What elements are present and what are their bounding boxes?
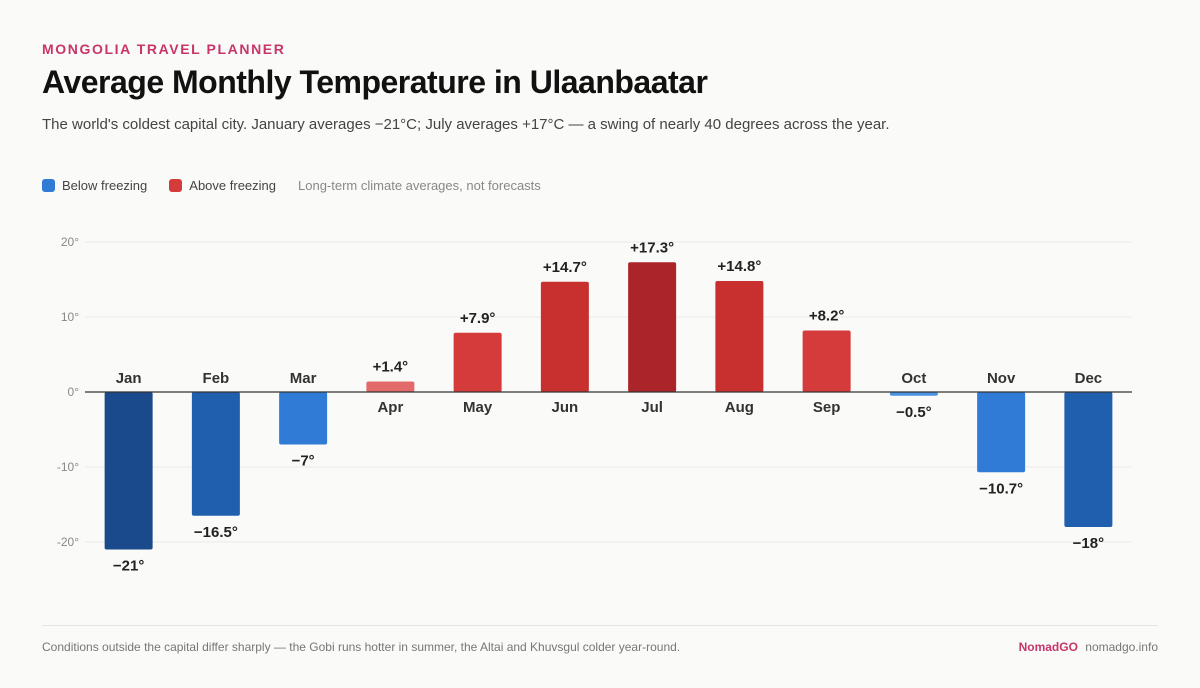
bar-aug — [715, 281, 764, 392]
data-label: −10.7° — [979, 480, 1023, 497]
category-label: Nov — [987, 370, 1016, 387]
data-label: +7.9° — [460, 310, 496, 327]
legend-swatch-above — [169, 179, 183, 192]
category-label: May — [463, 399, 493, 416]
data-label: −18° — [1073, 535, 1104, 552]
data-label: +14.7° — [543, 259, 587, 276]
chart-title: Average Monthly Temperature in Ulaanbaat… — [42, 64, 708, 100]
category-label: Oct — [901, 370, 926, 387]
data-label: +17.3° — [630, 239, 674, 256]
y-tick-label: 20° — [61, 235, 79, 249]
chart-subtitle: The world's coldest capital city. Januar… — [42, 116, 890, 133]
y-tick-label: -20° — [57, 535, 79, 549]
y-tick-label: 10° — [61, 310, 79, 324]
bar-jan — [104, 392, 153, 550]
category-label: Aug — [725, 399, 754, 416]
category-label: Sep — [813, 399, 841, 416]
legend-label-above: Above freezing — [189, 178, 277, 193]
y-tick-label: -10° — [57, 460, 79, 474]
bar-sep — [802, 330, 851, 392]
legend-item-below: Below freezing — [42, 178, 147, 193]
legend-item-above: Above freezing — [169, 178, 276, 193]
category-label: Jan — [116, 370, 142, 387]
data-label: −0.5° — [896, 404, 932, 421]
data-label: +1.4° — [373, 359, 409, 376]
brand-name: NomadGO — [1018, 640, 1078, 654]
bar-feb — [191, 392, 240, 516]
brand-credit: NomadGO nomadgo.info — [1019, 640, 1158, 654]
category-label: Jul — [641, 399, 663, 416]
legend: Below freezing Above freezing Long-term … — [42, 178, 541, 193]
bar-dec — [1064, 392, 1113, 527]
bar-nov — [977, 392, 1026, 473]
category-label: Jun — [552, 399, 579, 416]
data-label: −21° — [113, 558, 144, 575]
eyebrow-label: MONGOLIA TRAVEL PLANNER — [42, 41, 286, 57]
category-label: Dec — [1075, 370, 1103, 387]
bar-chart: 20° 10° 0° -10° -20° Jan −21° Feb −16.5° Mar −7° Ap… — [57, 235, 1132, 575]
data-label: +8.2° — [809, 308, 845, 325]
category-label: Mar — [290, 370, 317, 387]
legend-swatch-below — [42, 179, 55, 192]
data-label: −7° — [292, 453, 315, 470]
bar-jun — [540, 281, 589, 392]
footer-divider — [42, 625, 1158, 626]
brand-site: nomadgo.info — [1085, 640, 1158, 654]
bar-apr — [366, 381, 415, 392]
legend-label-below: Below freezing — [62, 178, 148, 193]
footer-note: Conditions outside the capital differ sh… — [42, 640, 681, 654]
bar-mar — [279, 392, 328, 445]
legend-note: Long-term climate averages, not forecast… — [298, 178, 541, 193]
bar-oct — [889, 392, 938, 396]
category-label: Feb — [203, 370, 230, 387]
bar-jul — [628, 262, 677, 392]
data-label: +14.8° — [717, 258, 761, 275]
bar-may — [453, 332, 502, 392]
category-label: Apr — [377, 399, 403, 416]
data-label: −16.5° — [194, 524, 238, 541]
y-tick-label: 0° — [68, 385, 80, 399]
